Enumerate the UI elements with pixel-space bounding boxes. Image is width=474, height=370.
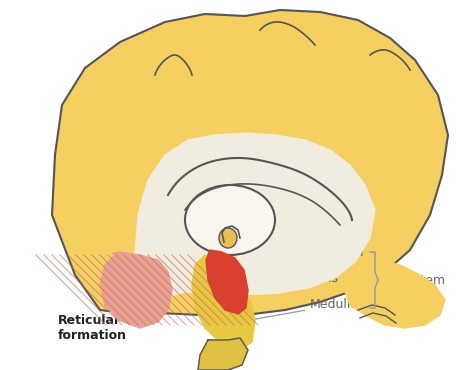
Polygon shape — [100, 252, 172, 328]
Text: Pons: Pons — [233, 272, 339, 299]
Polygon shape — [345, 260, 445, 328]
Polygon shape — [198, 338, 248, 370]
Polygon shape — [206, 250, 248, 314]
Ellipse shape — [219, 228, 237, 248]
Text: Reticular
formation: Reticular formation — [58, 303, 128, 342]
Ellipse shape — [185, 185, 275, 255]
Polygon shape — [192, 255, 255, 350]
Text: Midbrain: Midbrain — [243, 246, 365, 277]
Text: Brainstem: Brainstem — [382, 273, 446, 286]
Text: Medulla: Medulla — [225, 299, 359, 324]
Polygon shape — [135, 133, 375, 310]
Polygon shape — [52, 10, 448, 315]
